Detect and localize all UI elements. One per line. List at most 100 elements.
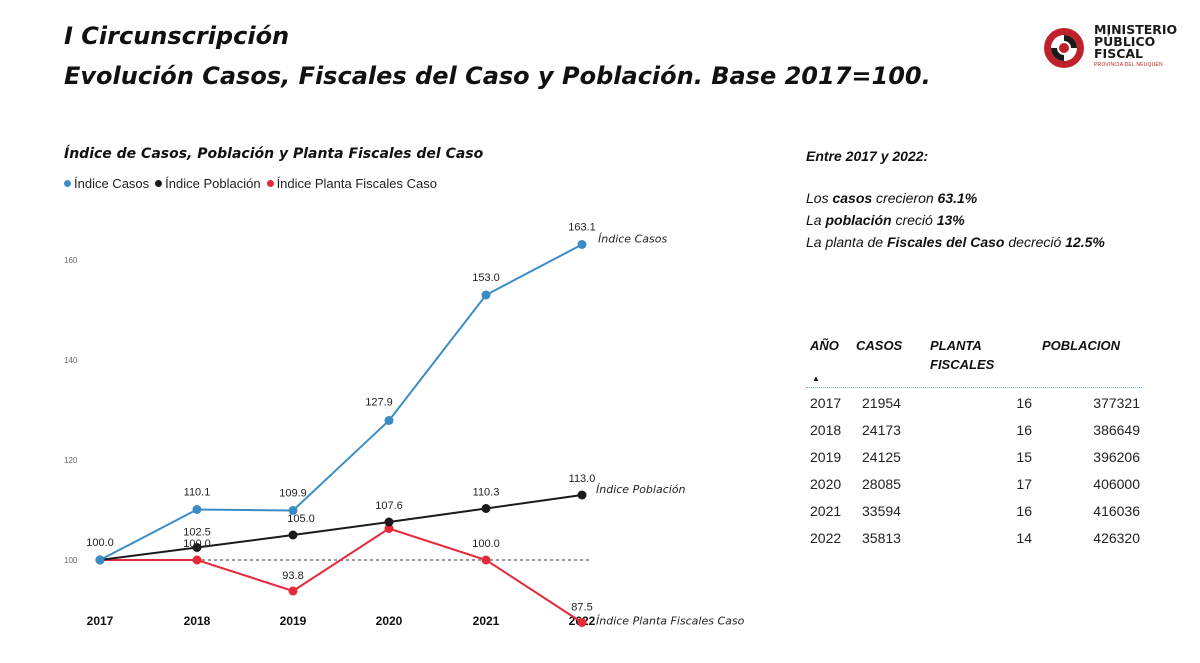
table-body: 2017 21954 16 377321 2018 24173 16 386649 2019 24… — [806, 388, 1142, 550]
data-label: 110.3 — [473, 487, 500, 499]
table-cell-planta: 14 — [1016, 530, 1032, 546]
summary-casos: Los casos crecieron 63.1% — [806, 190, 978, 206]
table-cell-casos: 35813 — [862, 530, 901, 546]
data-point — [288, 530, 298, 540]
series-end-label: Índice Población — [596, 483, 686, 496]
data-point — [192, 505, 202, 514]
table-cell-year: 2019 — [810, 449, 842, 465]
y-tick-label: 100 — [64, 556, 78, 565]
data-point — [481, 290, 491, 300]
column-header-poblacion[interactable]: POBLACION — [1042, 338, 1120, 353]
summary-poblacion: La población creció 13% — [806, 212, 965, 228]
data-point — [577, 240, 587, 249]
data-label: 113.0 — [569, 473, 596, 485]
table-cell-year: 2017 — [810, 395, 842, 411]
data-point — [192, 555, 202, 565]
chart-title: Índice de Casos, Población y Planta Fisc… — [64, 146, 484, 162]
table-cell-planta: 16 — [1016, 395, 1032, 411]
table-cell-poblacion: 406000 — [1093, 476, 1140, 492]
sort-ascending-icon[interactable]: ▲ — [812, 374, 820, 383]
page-title: I Circunscripción — [64, 22, 290, 50]
x-tick-label: 2020 — [376, 614, 403, 628]
chart-legend: Índice Casos Índice Población Índice Pla… — [64, 176, 441, 191]
data-label: 100.0 — [472, 538, 500, 550]
legend-item-casos[interactable]: Índice Casos — [64, 176, 149, 191]
table-cell-poblacion: 377321 — [1093, 395, 1140, 411]
y-tick-label: 120 — [64, 456, 78, 465]
x-tick-label: 2019 — [280, 614, 307, 628]
data-table: AÑO ▲ CASOS PLANTA FISCALES POBLACION 201… — [806, 334, 1142, 550]
table-row: 2019 24125 15 396206 — [806, 442, 1142, 469]
logo-subline: PROVINCIA DEL NEUQUÉN — [1094, 62, 1163, 68]
column-header-year[interactable]: AÑO — [810, 338, 839, 353]
table-cell-year: 2022 — [810, 530, 842, 546]
y-tick-label: 160 — [64, 256, 78, 265]
series-line — [99, 243, 583, 561]
table-cell-casos: 21954 — [862, 395, 901, 411]
data-label: 100.0 — [86, 537, 114, 549]
page-subtitle: Evolución Casos, Fiscales del Caso y Pob… — [64, 62, 931, 90]
data-point — [577, 618, 587, 627]
data-point — [288, 506, 298, 515]
ministerio-logo: MINISTERIO PÚBLICO FISCAL PROVINCIA DEL … — [1042, 22, 1192, 82]
column-header-planta[interactable]: PLANTA FISCALES — [930, 338, 995, 372]
table-header: AÑO ▲ CASOS PLANTA FISCALES POBLACION — [806, 334, 1142, 388]
series-line — [100, 527, 583, 624]
table-row: 2021 33594 16 416036 — [806, 496, 1142, 523]
data-label: 87.5 — [571, 602, 592, 614]
table-cell-planta: 17 — [1016, 476, 1032, 492]
legend-item-planta[interactable]: Índice Planta Fiscales Caso — [266, 176, 437, 191]
legend-dot-icon — [266, 180, 274, 187]
table-cell-planta: 16 — [1016, 503, 1032, 519]
x-tick-label: 2017 — [87, 614, 114, 628]
data-label: 109.9 — [279, 488, 307, 500]
data-point — [95, 555, 105, 565]
data-label: 93.8 — [282, 570, 303, 582]
series-end-label: Índice Planta Fiscales Caso — [596, 615, 745, 628]
data-label: 105.0 — [287, 513, 315, 525]
table-cell-planta: 15 — [1016, 449, 1032, 465]
table-cell-year: 2018 — [810, 422, 842, 438]
data-point — [288, 586, 298, 596]
data-label: 110.1 — [184, 487, 211, 499]
data-point — [384, 524, 394, 533]
legend-item-poblacion[interactable]: Índice Población — [155, 176, 261, 191]
data-label: 163.1 — [568, 222, 596, 234]
data-point — [481, 555, 491, 565]
table-row: 2017 21954 16 377321 — [806, 388, 1142, 415]
data-point — [192, 543, 202, 552]
column-header-casos[interactable]: CASOS — [856, 338, 903, 353]
data-label: 102.5 — [183, 527, 211, 539]
y-tick-label: 140 — [64, 356, 78, 365]
data-label: 100.0 — [183, 538, 211, 550]
legend-dot-icon — [155, 180, 163, 187]
table-cell-poblacion: 426320 — [1093, 530, 1140, 546]
data-point — [577, 490, 587, 500]
table-cell-casos: 33594 — [862, 503, 901, 519]
legend-dot-icon — [64, 180, 71, 187]
data-point — [384, 517, 394, 527]
x-tick-label: 2018 — [184, 614, 211, 628]
line-chart: 100120140160201720182019202020212022100.… — [64, 222, 745, 629]
logo-emblem-icon — [1044, 28, 1084, 68]
table-row: 2018 24173 16 386649 — [806, 415, 1142, 442]
table-cell-planta: 16 — [1016, 422, 1032, 438]
summary-heading: Entre 2017 y 2022: — [806, 148, 929, 164]
table-cell-casos: 24173 — [862, 422, 901, 438]
data-label: 107.6 — [375, 500, 403, 512]
x-tick-label: 2021 — [473, 614, 500, 628]
table-cell-casos: 28085 — [862, 476, 901, 492]
logo-text: MINISTERIO PÚBLICO FISCAL — [1094, 22, 1178, 61]
series-line — [99, 494, 583, 561]
data-point — [481, 504, 491, 513]
table-cell-poblacion: 396206 — [1093, 449, 1140, 465]
data-label: 127.9 — [365, 397, 393, 409]
table-cell-year: 2020 — [810, 476, 842, 492]
table-row: 2022 35813 14 426320 — [806, 523, 1142, 550]
table-cell-year: 2021 — [810, 503, 842, 519]
summary-fiscales: La planta de Fiscales del Caso decreció … — [806, 234, 1105, 250]
table-cell-casos: 24125 — [862, 449, 901, 465]
data-point — [384, 416, 394, 425]
table-cell-poblacion: 416036 — [1093, 503, 1140, 519]
series-end-label: Índice Casos — [598, 233, 667, 246]
